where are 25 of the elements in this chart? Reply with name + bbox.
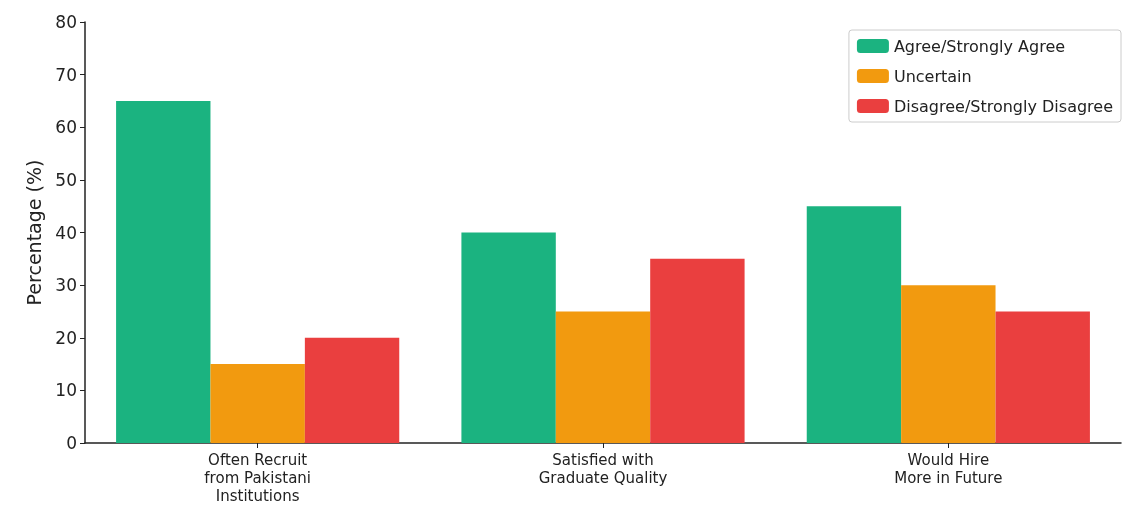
x-tick-label: Would Hire More in Future: [894, 451, 1003, 487]
y-axis-title: Percentage (%): [22, 159, 45, 306]
y-tick-label: 80: [55, 12, 77, 32]
y-tick-label: 70: [55, 64, 77, 85]
bar: [995, 311, 1090, 443]
bar: [210, 364, 305, 443]
y-tick-label: 20: [55, 327, 77, 348]
y-tick-label: 0: [66, 433, 77, 453]
bar: [901, 285, 996, 443]
y-tick-label: 40: [55, 222, 77, 243]
bar: [461, 232, 556, 443]
y-tick-label: 60: [55, 117, 77, 138]
x-tick-label: Satisfied with Graduate Quality: [538, 451, 668, 487]
bar: [116, 100, 211, 443]
bar: [650, 258, 745, 443]
y-tick-label: 50: [55, 169, 77, 190]
y-tick-label: 30: [55, 275, 77, 296]
bar: [806, 206, 902, 443]
legend-label: Agree/Strongly Agree: [893, 36, 1066, 56]
bar: [555, 311, 651, 443]
bar: [304, 337, 400, 443]
legend-label: Disagree/Strongly Disagree: [893, 96, 1114, 116]
y-tick-label: 10: [55, 380, 77, 401]
x-tick-label: Often Recruit from Pakistani Institutions: [204, 451, 311, 505]
legend-label: Uncertain: [893, 66, 972, 86]
